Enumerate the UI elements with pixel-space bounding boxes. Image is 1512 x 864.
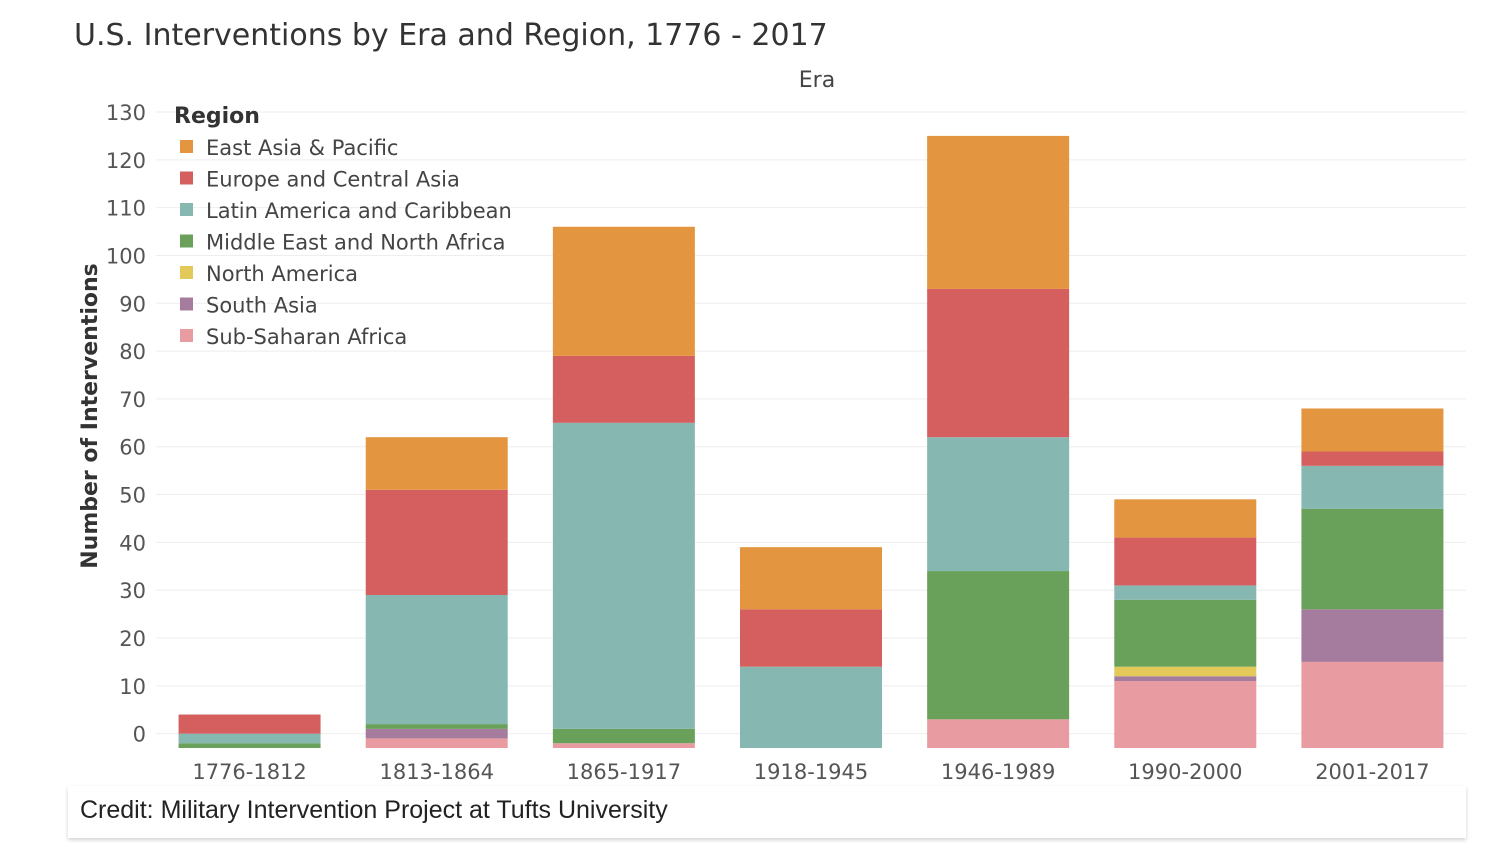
y-tick-label: 50 — [119, 484, 146, 508]
y-tick-label: 120 — [106, 149, 146, 173]
x-tick-label: 1865-1917 — [567, 760, 681, 784]
y-tick-label: 10 — [119, 675, 146, 699]
bar-segment[interactable] — [365, 489, 508, 595]
legend-label: Middle East and North Africa — [206, 231, 506, 255]
bar-segment[interactable] — [365, 738, 508, 748]
bar-segment[interactable] — [1114, 599, 1257, 667]
x-tick-label: 1918-1945 — [754, 760, 868, 784]
bar-segment[interactable] — [178, 714, 321, 734]
legend-label: South Asia — [206, 294, 318, 318]
x-tick-label: 2001-2017 — [1315, 760, 1429, 784]
legend-swatch — [180, 171, 193, 185]
bar-segment[interactable] — [365, 437, 508, 490]
x-tick-label: 1776-1812 — [192, 760, 306, 784]
y-axis-label: Number of Interventions — [78, 263, 103, 569]
bar-segment[interactable] — [1301, 661, 1444, 748]
legend-swatch — [180, 329, 193, 342]
bar-segment[interactable] — [365, 728, 508, 739]
legend-swatch — [180, 203, 193, 216]
bar-segment[interactable] — [1301, 408, 1444, 452]
bar-segment[interactable] — [1301, 465, 1444, 509]
bar-segment[interactable] — [552, 226, 695, 356]
bar-segment[interactable] — [740, 547, 882, 610]
y-tick-label: 60 — [119, 436, 146, 460]
bar-segment[interactable] — [552, 728, 695, 744]
legend-label: North America — [206, 262, 358, 286]
bar-segment[interactable] — [1301, 451, 1444, 466]
bar-segment[interactable] — [927, 135, 1070, 289]
y-tick-label: 110 — [106, 197, 146, 221]
bar-segment[interactable] — [1114, 537, 1257, 586]
bar-segment[interactable] — [1114, 666, 1257, 677]
y-tick-label: 40 — [119, 531, 146, 555]
bar-segment[interactable] — [1114, 585, 1257, 600]
y-tick-label: 0 — [133, 723, 146, 747]
bars — [178, 135, 1444, 748]
credit-bar: Credit: Military Intervention Project at… — [68, 786, 1466, 838]
chart-title: U.S. Interventions by Era and Region, 17… — [74, 18, 828, 53]
bar-segment[interactable] — [1301, 609, 1444, 662]
bar-segment[interactable] — [927, 437, 1070, 572]
y-tick-label: 20 — [119, 627, 146, 651]
y-tick-label: 80 — [119, 340, 146, 364]
bar-segment[interactable] — [552, 355, 695, 423]
bar-segment[interactable] — [552, 422, 695, 729]
x-tick-label: 1946-1989 — [941, 760, 1055, 784]
y-tick-label: 30 — [119, 579, 146, 603]
y-tick-label: 100 — [106, 244, 146, 268]
bar-segment[interactable] — [1301, 508, 1444, 610]
legend-title: Region — [174, 104, 260, 129]
legend-swatch — [180, 234, 193, 248]
bar-segment[interactable] — [740, 609, 882, 667]
bar-segment[interactable] — [552, 743, 695, 748]
legend-swatch — [180, 297, 193, 311]
x-tick-label: 1990-2000 — [1128, 760, 1242, 784]
legend-label: Sub-Saharan Africa — [206, 325, 407, 349]
y-axis-ticks: 0 10 20 30 40 50 60 70 80 90 100 110 120 130 — [106, 101, 146, 747]
bar-segment[interactable] — [365, 594, 508, 725]
legend-label: East Asia & Pacific — [206, 136, 398, 160]
y-tick-label: 70 — [119, 388, 146, 412]
column-header: Era — [799, 68, 835, 93]
x-tick-label: 1813-1864 — [379, 760, 493, 784]
bar-segment[interactable] — [927, 288, 1070, 438]
credit-text: Credit: Military Intervention Project at… — [80, 796, 668, 824]
y-tick-label: 90 — [119, 292, 146, 316]
bar-segment[interactable] — [178, 743, 321, 748]
bar-segment[interactable] — [740, 666, 882, 748]
bar-segment[interactable] — [178, 733, 321, 744]
bar-segment[interactable] — [927, 719, 1070, 748]
bar-segment[interactable] — [1114, 676, 1257, 682]
legend[interactable]: Region East Asia & Pacific Europe and Cen… — [174, 104, 512, 349]
legend-label: Latin America and Caribbean — [206, 199, 512, 223]
bar-segment[interactable] — [365, 724, 508, 729]
bar-segment[interactable] — [1114, 681, 1257, 748]
legend-swatch — [180, 140, 193, 153]
bar-segment[interactable] — [1114, 499, 1257, 538]
legend-label: Europe and Central Asia — [206, 168, 460, 192]
bar-segment[interactable] — [927, 571, 1070, 720]
legend-swatch — [180, 266, 193, 279]
y-tick-label: 130 — [106, 101, 146, 125]
x-axis-ticks: 1776-1812 1813-1864 1865-1917 1918-1945 1946… — [192, 760, 1429, 784]
